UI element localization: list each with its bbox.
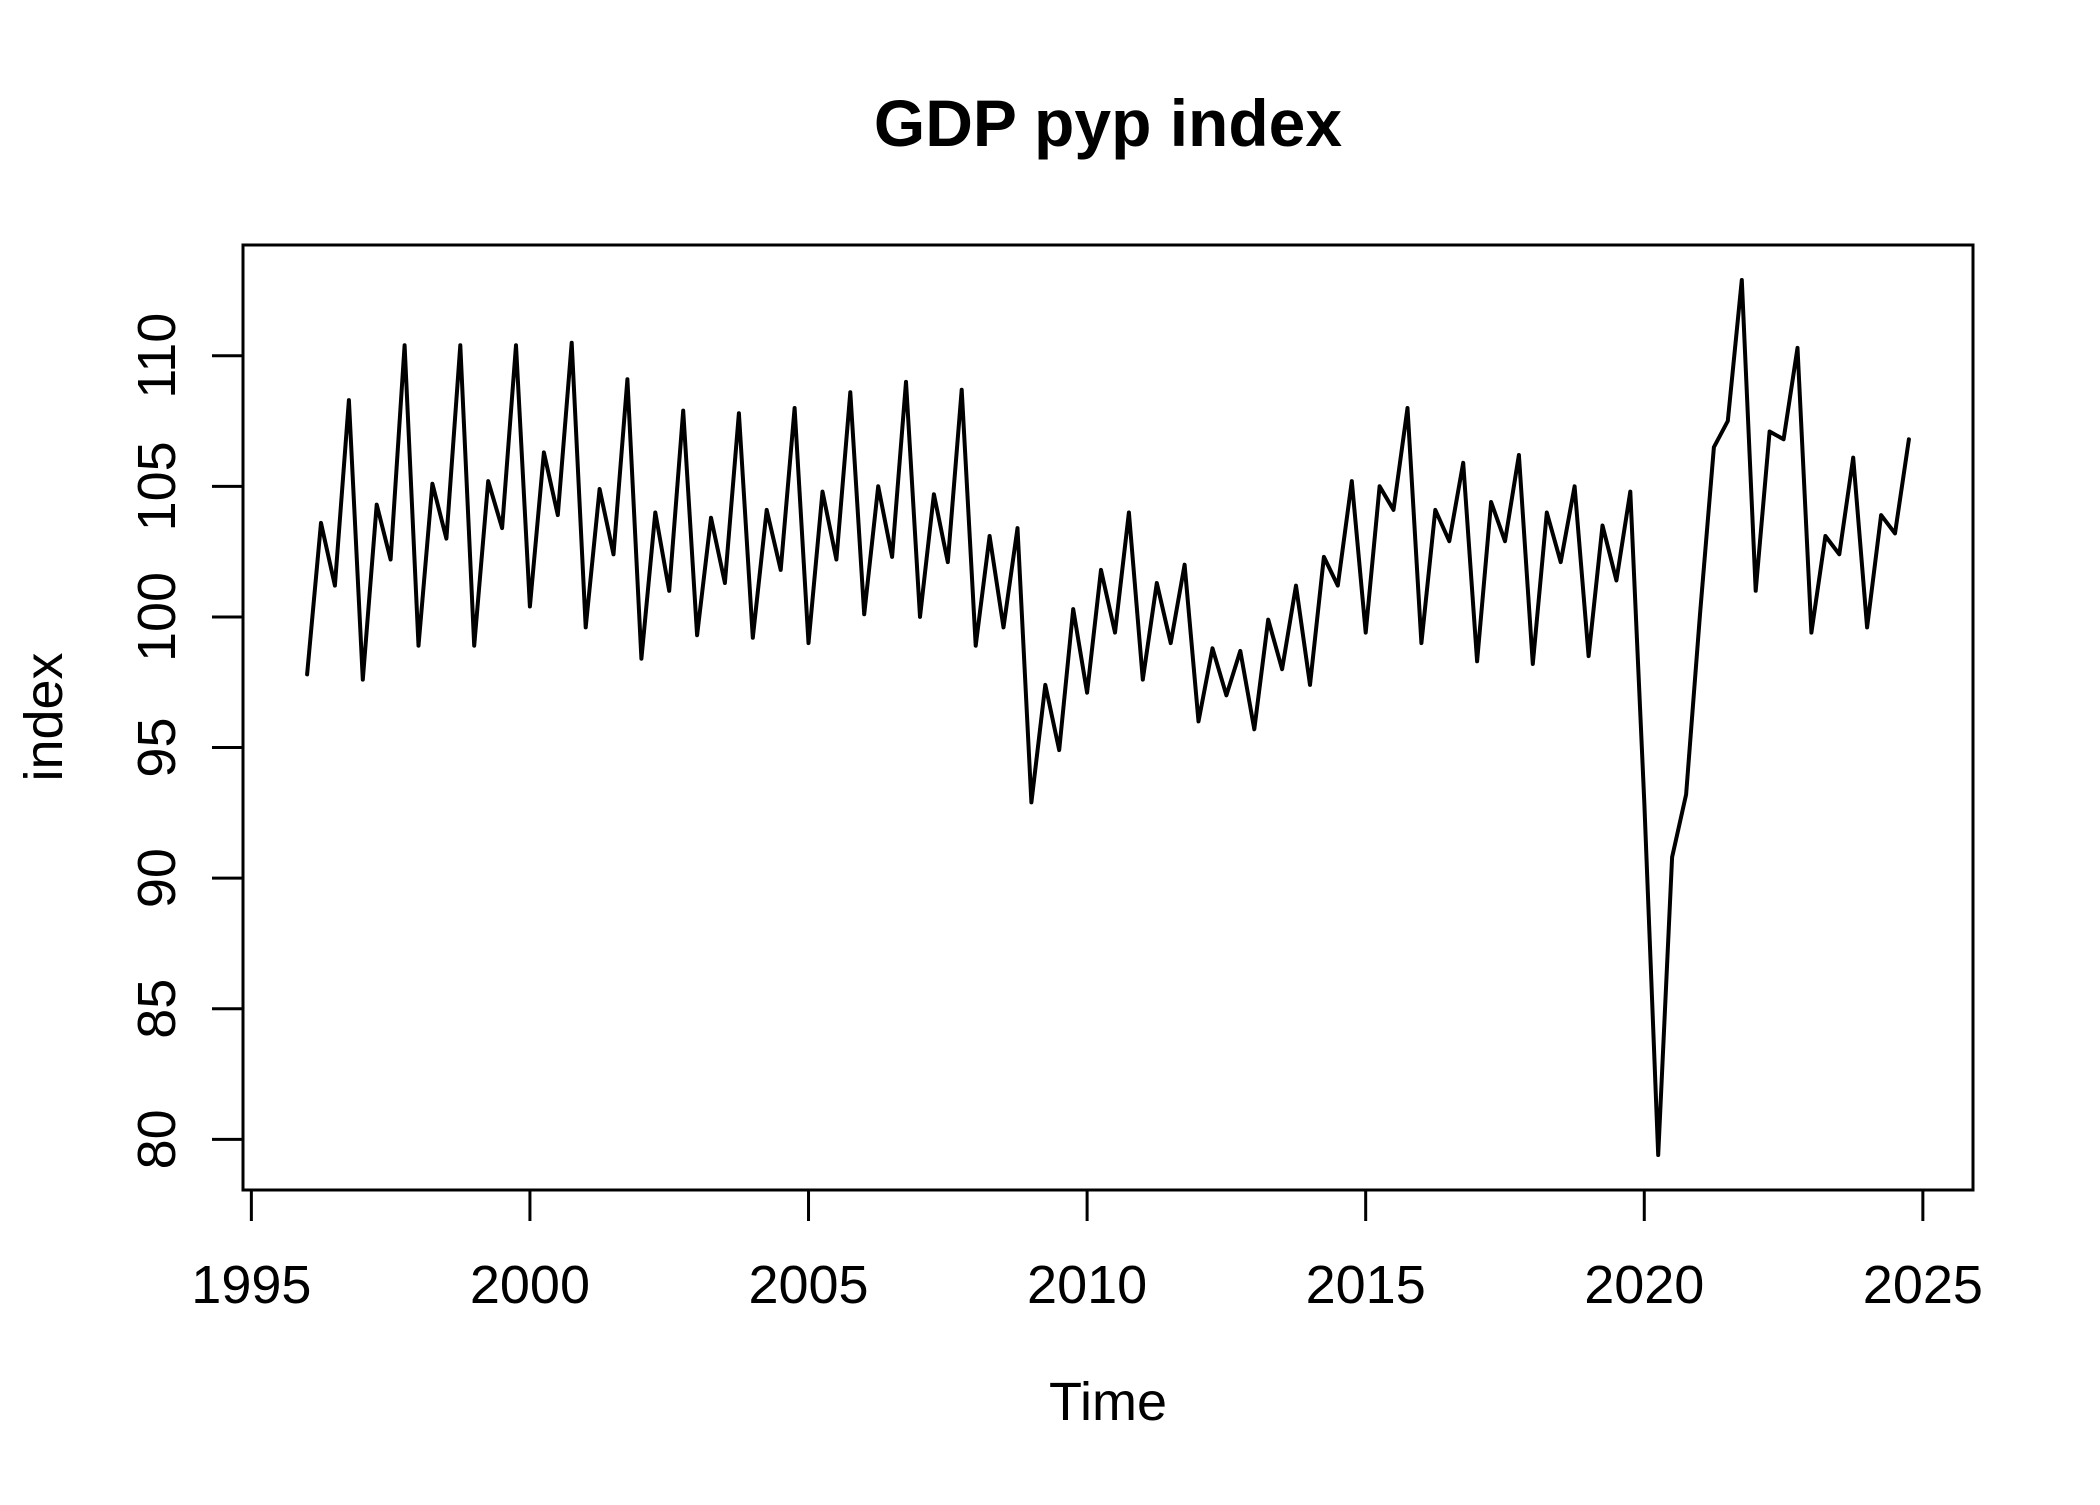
y-tick-label: 95 [127, 717, 187, 777]
y-axis-label: index [14, 652, 74, 781]
y-tick-label: 90 [127, 848, 187, 908]
chart-title: GDP pyp index [874, 86, 1343, 160]
x-tick-label: 2025 [1863, 1255, 1983, 1315]
y-tick-label: 100 [127, 572, 187, 662]
x-axis-label: Time [1049, 1372, 1167, 1432]
x-tick-label: 2020 [1584, 1255, 1704, 1315]
y-tick-label: 80 [127, 1109, 187, 1169]
y-tick-label: 110 [127, 313, 187, 399]
y-tick-label: 85 [127, 979, 187, 1039]
x-tick-label: 2000 [470, 1255, 590, 1315]
y-tick-label: 105 [127, 441, 187, 531]
plot-frame [241, 243, 1975, 1192]
x-tick-label: 2010 [1027, 1255, 1147, 1315]
data-series-line [305, 278, 1911, 1157]
x-tick-label: 2005 [748, 1255, 868, 1315]
x-tick-label: 2015 [1306, 1255, 1426, 1315]
x-tick-label: 1995 [191, 1255, 311, 1315]
plot-area: 1995 2000 2005 2010 2015 2020 2025 80 85 90 95 100 1… [127, 243, 1983, 1315]
